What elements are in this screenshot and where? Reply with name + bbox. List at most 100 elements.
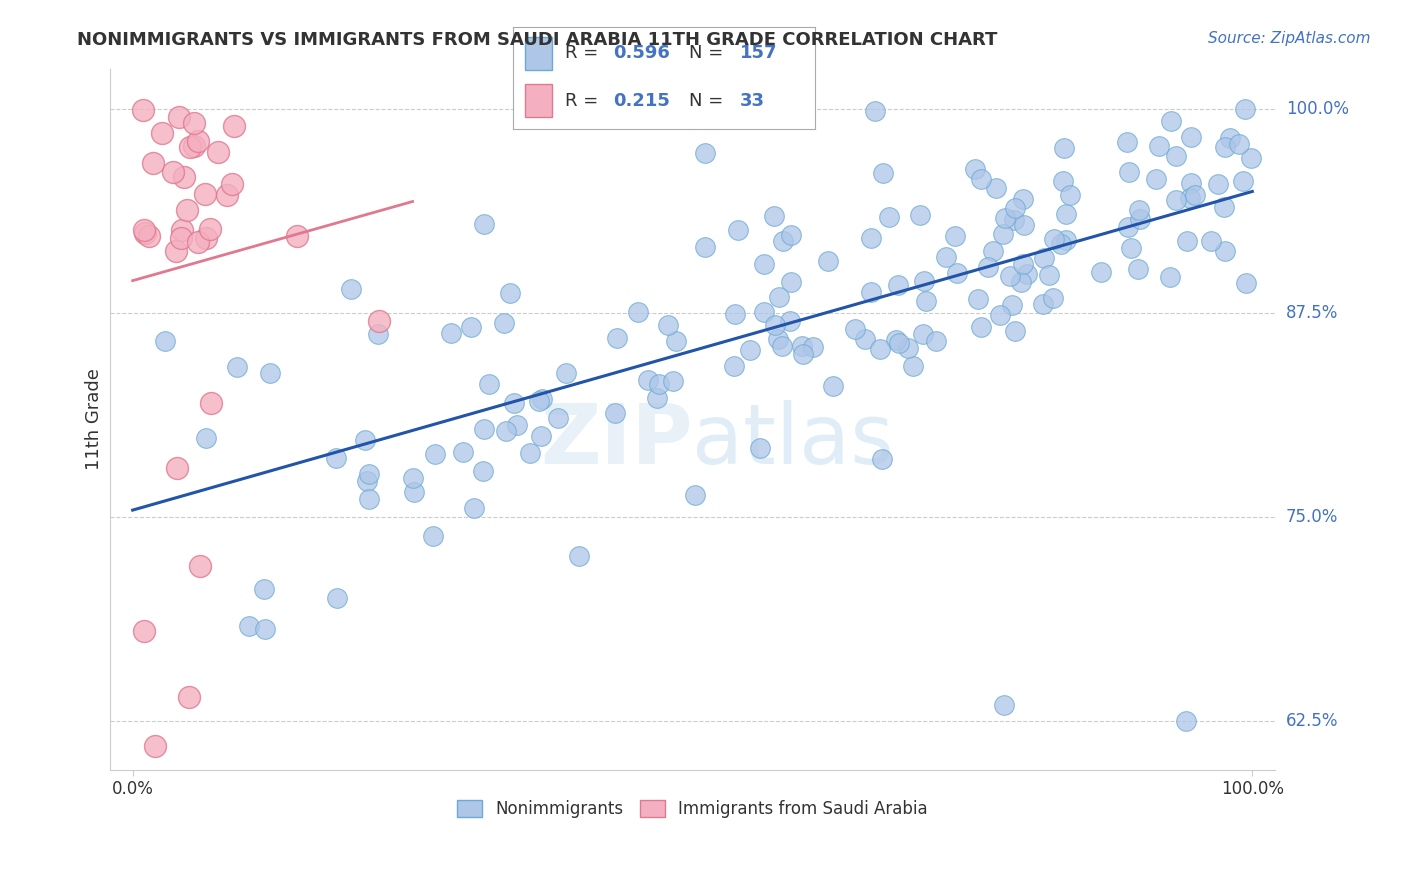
Text: NONIMMIGRANTS VS IMMIGRANTS FROM SAUDI ARABIA 11TH GRADE CORRELATION CHART: NONIMMIGRANTS VS IMMIGRANTS FROM SAUDI A… — [77, 31, 998, 49]
Point — [503, 396, 526, 410]
Point — [647, 377, 669, 392]
Point — [1232, 174, 1254, 188]
Point — [779, 227, 801, 242]
Point — [994, 211, 1017, 226]
Point — [132, 103, 155, 118]
Point — [740, 343, 762, 357]
Point — [326, 591, 349, 606]
Point — [991, 227, 1014, 241]
Point — [723, 307, 745, 321]
Y-axis label: 11th Grade: 11th Grade — [86, 368, 103, 470]
Point — [1184, 188, 1206, 202]
Point — [173, 169, 195, 184]
Text: atlas: atlas — [693, 400, 894, 481]
Point — [1052, 141, 1074, 155]
Point — [325, 451, 347, 466]
Point — [138, 229, 160, 244]
Point — [367, 327, 389, 342]
Point — [981, 244, 1004, 259]
Point — [780, 275, 803, 289]
Point — [1240, 151, 1263, 165]
Text: Source: ZipAtlas.com: Source: ZipAtlas.com — [1208, 31, 1371, 46]
Point — [1043, 231, 1066, 245]
Point — [1180, 129, 1202, 144]
Point — [966, 292, 988, 306]
Point — [494, 316, 516, 330]
Point — [695, 240, 717, 254]
Point — [463, 501, 485, 516]
Point — [1012, 218, 1035, 232]
Point — [368, 314, 391, 328]
Point — [221, 178, 243, 192]
Point — [943, 229, 966, 244]
Point — [749, 442, 772, 456]
Point — [912, 274, 935, 288]
Point — [357, 467, 380, 481]
Point — [859, 285, 882, 299]
Point — [1090, 264, 1112, 278]
Point — [1166, 193, 1188, 207]
Point — [165, 244, 187, 258]
Point — [977, 260, 1000, 275]
Point — [187, 135, 209, 149]
Point — [453, 444, 475, 458]
Point — [779, 314, 801, 328]
Point — [1010, 275, 1032, 289]
Point — [1052, 174, 1074, 188]
Point — [661, 374, 683, 388]
Point — [863, 103, 886, 118]
Point — [1178, 191, 1201, 205]
Point — [770, 339, 793, 353]
Point — [853, 332, 876, 346]
Text: 157: 157 — [740, 45, 778, 62]
Text: R =: R = — [565, 92, 603, 110]
Point — [422, 528, 444, 542]
Point — [821, 379, 844, 393]
Point — [637, 373, 659, 387]
Text: N =: N = — [689, 92, 728, 110]
Point — [1146, 171, 1168, 186]
Point — [1149, 138, 1171, 153]
Point — [207, 145, 229, 159]
Point — [984, 181, 1007, 195]
Point — [1213, 244, 1236, 258]
Point — [683, 488, 706, 502]
Point — [1126, 261, 1149, 276]
Bar — [526, 84, 553, 117]
Point — [170, 231, 193, 245]
Text: 62.5%: 62.5% — [1286, 712, 1339, 730]
Point — [935, 250, 957, 264]
Point — [356, 475, 378, 489]
Text: 100.0%: 100.0% — [1286, 100, 1348, 119]
Point — [998, 269, 1021, 284]
Point — [132, 624, 155, 639]
Point — [993, 698, 1015, 712]
Point — [912, 326, 935, 341]
Point — [238, 619, 260, 633]
Point — [195, 431, 218, 445]
Point — [1033, 251, 1056, 265]
Legend: Nonimmigrants, Immigrants from Saudi Arabia: Nonimmigrants, Immigrants from Saudi Ara… — [450, 793, 935, 825]
Point — [142, 155, 165, 169]
Point — [402, 471, 425, 485]
Point — [1234, 276, 1257, 290]
Point — [217, 188, 239, 202]
Point — [198, 222, 221, 236]
Point — [353, 434, 375, 448]
Point — [1116, 219, 1139, 234]
Point — [177, 690, 200, 704]
Point — [1175, 234, 1198, 248]
Point — [226, 359, 249, 374]
Point — [844, 322, 866, 336]
Point — [183, 116, 205, 130]
Point — [1116, 135, 1139, 149]
Point — [1011, 257, 1033, 271]
Point — [1050, 237, 1073, 252]
Point — [440, 326, 463, 341]
Point — [402, 484, 425, 499]
Point — [1004, 324, 1026, 338]
Point — [1174, 714, 1197, 728]
Point — [772, 234, 794, 248]
Point — [763, 318, 786, 333]
Point — [143, 739, 166, 753]
